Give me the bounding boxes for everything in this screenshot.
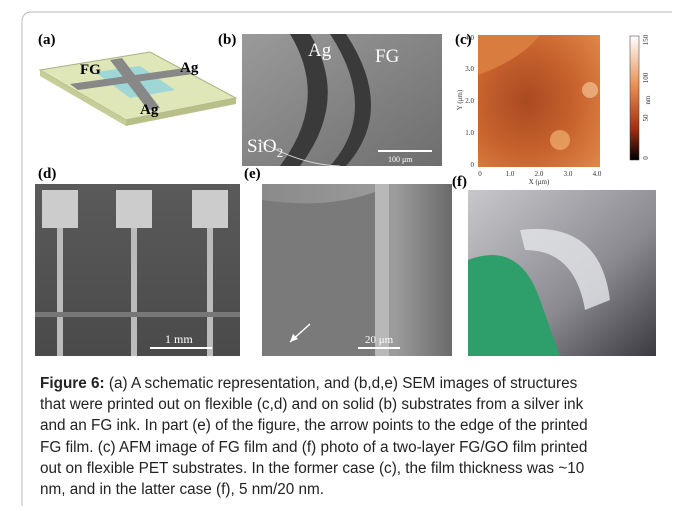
- tick-label: 4.0: [593, 170, 602, 178]
- tick-label: 4.0: [465, 34, 474, 42]
- schematic-label: Ag: [140, 102, 159, 118]
- tick-label: 2.0: [465, 97, 474, 105]
- tick-label: 3.0: [465, 65, 474, 73]
- tick-label: 0: [642, 156, 650, 160]
- schematic-label: FG: [80, 62, 101, 78]
- image-label: 2: [277, 145, 284, 160]
- scale-label: 100 μm: [388, 155, 413, 164]
- schematic: [40, 52, 236, 126]
- caption-line: that were printed out on flexible (c,d) …: [40, 396, 584, 413]
- tick-label: 50: [642, 114, 650, 122]
- image-label: Ag: [308, 40, 332, 61]
- page: (a) FG Ag Ag (b) Ag FG SiO2 100 μm (c) Y…: [0, 0, 683, 511]
- scale-label: 1 mm: [165, 332, 193, 346]
- caption-line: Figure 6: (a) A schematic representation…: [40, 375, 578, 392]
- scale-label: 20 μm: [365, 334, 394, 346]
- image-label: FG: [375, 46, 400, 67]
- tick-label: 1.0: [465, 129, 474, 137]
- tick-label: 0: [478, 170, 482, 178]
- panel-label: (e): [244, 166, 261, 182]
- axis-label: Y (μm): [456, 89, 464, 110]
- sem-image: [262, 184, 452, 356]
- caption-line: FG film. (c) AFM image of FG film and (f…: [40, 439, 587, 456]
- tick-label: 2.0: [535, 170, 544, 178]
- tick-label: 3.0: [564, 170, 573, 178]
- caption-line: nm, and in the latter case (f), 5 nm/20 …: [40, 481, 324, 498]
- panel-label: (f): [452, 174, 467, 190]
- schematic-label: Ag: [180, 60, 199, 76]
- tick-label: 0: [471, 161, 475, 169]
- image-label: SiO: [247, 136, 277, 157]
- figure: (a) FG Ag Ag (b) Ag FG SiO2 100 μm (c) Y…: [0, 0, 683, 506]
- caption-line: and an FG ink. In part (e) of the figure…: [40, 417, 588, 434]
- panel-label: (d): [38, 166, 56, 182]
- axis-label: X (μm): [529, 178, 550, 186]
- photo: [468, 190, 656, 356]
- caption-text: (a) A schematic representation, and (b,d…: [105, 375, 578, 392]
- panel-label: (a): [38, 32, 56, 48]
- axis-label: nm: [644, 95, 652, 105]
- tick-label: 1.0: [506, 170, 515, 178]
- tick-label: 150: [642, 34, 650, 45]
- sem-image: [35, 184, 240, 356]
- afm-image: [478, 35, 639, 167]
- tick-label: 100: [642, 72, 650, 83]
- panel-label: (b): [218, 32, 236, 48]
- caption-line: out on flexible PET substrates. In the f…: [40, 460, 584, 477]
- caption-label: Figure 6:: [40, 375, 105, 392]
